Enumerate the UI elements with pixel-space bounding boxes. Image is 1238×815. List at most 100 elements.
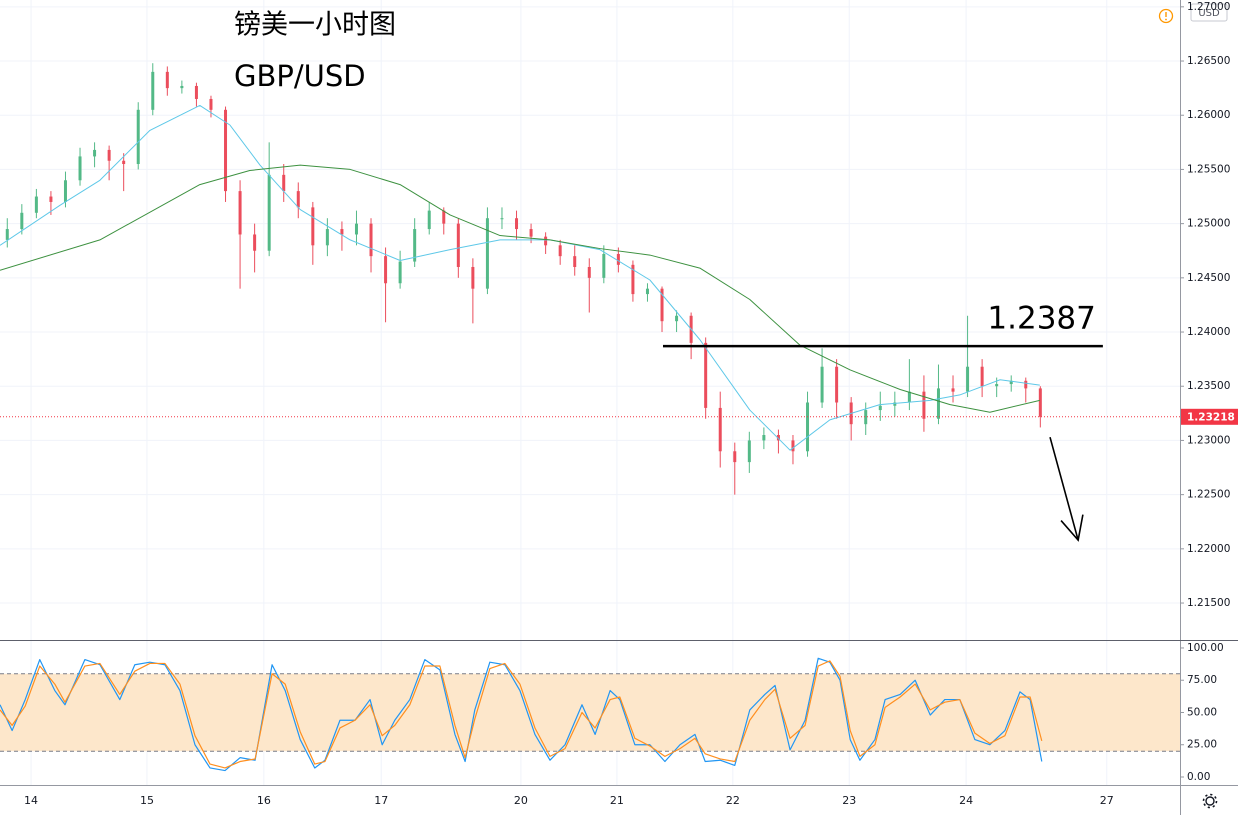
candle-body — [311, 207, 315, 246]
candle-body — [951, 388, 955, 392]
x-tick-label: 17 — [374, 794, 388, 807]
y-tick-label: 1.25500 — [1187, 163, 1230, 175]
candle-body — [296, 191, 300, 208]
y-tick-label: 1.24500 — [1187, 272, 1230, 284]
candle-body — [907, 391, 911, 403]
candle-body — [500, 218, 504, 220]
chart-title: 镑美一小时图 — [234, 10, 396, 41]
candle-body — [980, 366, 984, 387]
y-tick-label: 1.23500 — [1187, 380, 1230, 392]
y-tick-label: 1.25000 — [1187, 218, 1230, 230]
candle-body — [325, 229, 329, 246]
candle-body — [835, 366, 839, 403]
x-tick-label: 24 — [959, 794, 973, 807]
oscillator-line — [0, 660, 1043, 769]
last-price-box — [1181, 408, 1238, 425]
candle-body — [34, 196, 38, 213]
candle-body — [587, 266, 591, 278]
candle-body — [384, 256, 388, 284]
candle-body — [209, 98, 213, 110]
candle-body — [354, 223, 358, 235]
candle-body — [529, 229, 533, 237]
arrow-shaft — [1049, 436, 1079, 541]
candle-body — [936, 388, 940, 419]
x-tick-label: 14 — [24, 794, 38, 807]
candle-body — [1038, 388, 1042, 417]
candle-body — [864, 410, 868, 425]
candle-body — [165, 71, 169, 89]
candle-body — [733, 451, 737, 463]
candle-body — [762, 435, 766, 441]
candle-body — [675, 315, 679, 322]
candle-body — [515, 218, 519, 230]
candle-body — [180, 85, 184, 89]
currency-box[interactable] — [1190, 3, 1228, 22]
candle-body — [340, 229, 344, 235]
candle-body — [93, 149, 97, 157]
candle-body — [718, 407, 722, 452]
candle-body — [922, 391, 926, 419]
resistance-label: 1.2387 — [987, 301, 1095, 337]
x-tick-label: 15 — [140, 794, 154, 807]
candle-body — [820, 366, 824, 403]
candle-body — [1009, 380, 1013, 385]
candle-body — [413, 229, 417, 262]
osc-y-tick-label: 25.00 — [1187, 739, 1217, 751]
candle-body — [966, 366, 970, 392]
y-tick-label: 1.24000 — [1187, 326, 1230, 338]
candle-body — [573, 256, 577, 267]
candle-body — [660, 288, 664, 322]
currency-label: USD — [1198, 8, 1220, 19]
arrow-head — [1060, 514, 1084, 542]
y-tick-label: 1.21500 — [1187, 597, 1230, 609]
y-tick-label: 1.26000 — [1187, 109, 1230, 121]
x-tick-label: 16 — [257, 794, 271, 807]
candle-body — [136, 109, 140, 165]
oscillator-line — [0, 657, 1043, 772]
candle-body — [485, 218, 489, 289]
y-tick-label: 1.22000 — [1187, 543, 1230, 555]
candle-body — [369, 223, 373, 257]
candle-body — [238, 191, 242, 235]
settings-icon[interactable] — [1205, 796, 1215, 806]
candle-body — [471, 266, 475, 289]
candle-body — [544, 236, 548, 246]
candle-body — [78, 156, 82, 181]
candle-body — [893, 402, 897, 406]
candle-body — [442, 210, 446, 224]
candle-body — [398, 261, 402, 284]
candle-body — [427, 210, 431, 230]
x-tick-label: 27 — [1100, 794, 1114, 807]
candle-body — [776, 435, 780, 441]
y-tick-label: 1.26500 — [1187, 55, 1230, 67]
candle-body — [122, 160, 126, 165]
candle-body — [224, 109, 228, 192]
y-tick-label: 1.23000 — [1187, 434, 1230, 446]
candle-body — [878, 405, 882, 411]
candle-body — [616, 253, 620, 265]
grid — [0, 0, 1180, 785]
candle-body — [995, 384, 999, 387]
osc-y-tick-label: 75.00 — [1187, 674, 1217, 686]
candle-body — [645, 288, 649, 295]
osc-y-tick-label: 0.00 — [1187, 771, 1210, 783]
last-price-label: 1.23218 — [1187, 411, 1235, 423]
candle-body — [456, 223, 460, 267]
candle-body — [267, 174, 271, 251]
osc-y-tick-label: 50.00 — [1187, 706, 1217, 718]
candle-body — [151, 71, 155, 110]
x-tick-label: 20 — [514, 794, 528, 807]
candle-body — [1024, 380, 1028, 389]
candle-body — [747, 440, 751, 463]
warning-icon[interactable] — [1158, 8, 1174, 24]
candle-body — [282, 174, 286, 192]
candle-body — [558, 245, 562, 257]
candle-body — [791, 440, 795, 452]
candle-body — [602, 253, 606, 278]
price-pane: 1.2387 — [0, 63, 1180, 542]
moving-average — [0, 164, 1040, 413]
warning-icon-dot — [1165, 18, 1167, 21]
candle-body — [107, 149, 111, 161]
candle-body — [63, 180, 67, 202]
